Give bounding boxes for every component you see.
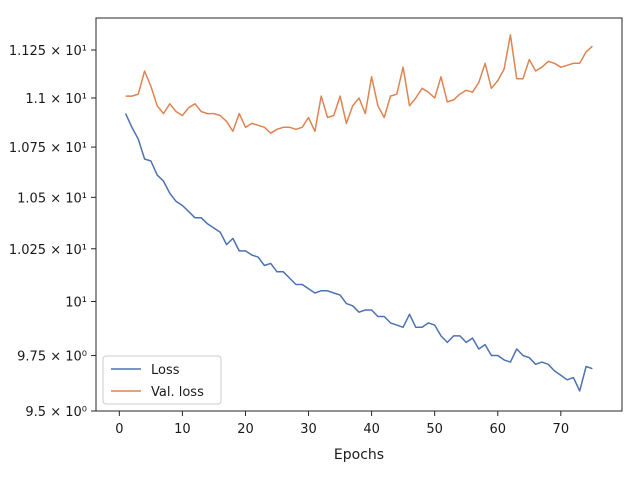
y-tick-label: 1.1 × 10¹: [25, 92, 87, 107]
legend: Loss Val. loss: [102, 355, 222, 405]
x-ticks: 0 10 20 30 40 50 60 70: [115, 411, 569, 437]
y-tick-label: 10¹: [65, 295, 87, 310]
x-tick-label: 0: [115, 422, 123, 437]
y-tick-label: 1.125 × 10¹: [9, 44, 87, 59]
y-tick-label: 1.05 × 10¹: [17, 191, 87, 206]
x-tick-label: 40: [363, 422, 380, 437]
series-line-0: [124, 113, 593, 392]
legend-label: Val. loss: [151, 385, 204, 400]
y-tick-label: 9.5 × 10⁰: [25, 405, 87, 420]
x-tick-label: 10: [174, 422, 191, 437]
series-layer: [124, 34, 593, 392]
y-tick-label: 1.025 × 10¹: [9, 243, 87, 258]
plot-frame: [95, 17, 623, 412]
legend-box: [102, 355, 222, 405]
series-line-1: [125, 34, 593, 134]
x-tick-label: 50: [426, 422, 443, 437]
legend-label: Loss: [151, 363, 180, 378]
y-ticks: 9.5 × 10⁰ 9.75 × 10⁰ 10¹ 1.025 × 10¹ 1.05 × …: [9, 44, 96, 420]
x-tick-label: 70: [553, 422, 570, 437]
x-tick-label: 20: [237, 422, 254, 437]
x-tick-label: 30: [300, 422, 317, 437]
x-axis-label: Epochs: [334, 447, 384, 463]
x-tick-label: 60: [489, 422, 506, 437]
y-tick-label: 9.75 × 10⁰: [17, 350, 87, 365]
y-tick-label: 1.075 × 10¹: [9, 141, 87, 156]
